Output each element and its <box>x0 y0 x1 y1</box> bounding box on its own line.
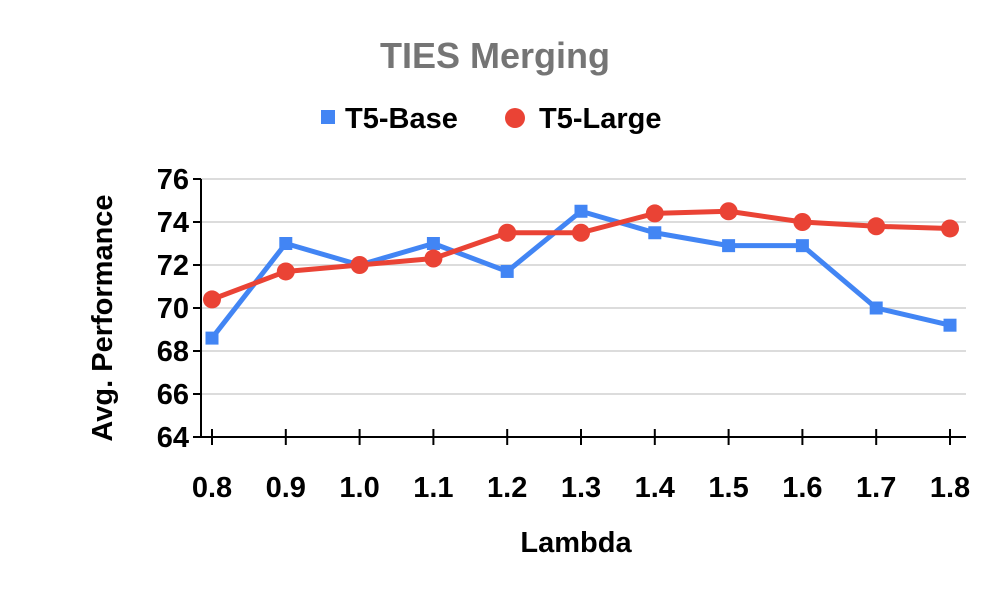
data-point <box>574 204 588 218</box>
data-point <box>205 331 219 345</box>
legend-label-t5-base: T5-Base <box>345 103 458 135</box>
series-layer <box>203 202 959 345</box>
data-point <box>350 256 369 274</box>
data-point <box>498 223 517 242</box>
y-tick-label: 64 <box>157 422 189 454</box>
gridlines <box>201 178 966 395</box>
legend-marker-t5-large <box>505 108 525 128</box>
legend-label-t5-large: T5-Large <box>539 103 661 135</box>
data-point <box>645 204 664 223</box>
x-tick-label: 1.1 <box>413 472 453 504</box>
x-axis-title: Lambda <box>520 527 632 559</box>
data-point <box>203 290 221 309</box>
y-axis-title: Avg. Performance <box>87 194 119 441</box>
data-point <box>500 264 514 278</box>
y-axis-ticks: 64 66 68 70 72 74 76 <box>157 164 201 454</box>
data-point <box>279 237 293 250</box>
x-tick-label: 1.0 <box>339 472 379 504</box>
y-tick-label: 70 <box>157 293 189 325</box>
data-point <box>869 301 883 315</box>
x-axis-ticks: 0.8 0.9 1.0 1.1 1.2 1.3 1.4 1.5 1.6 1.7 1.8 <box>192 429 970 504</box>
y-tick-label: 68 <box>157 336 189 368</box>
x-tick-label: 0.9 <box>266 472 306 504</box>
x-tick-label: 1.5 <box>708 472 748 504</box>
chart-title: TIES Merging <box>380 35 610 76</box>
data-point <box>648 226 662 240</box>
data-point <box>793 213 812 231</box>
data-point <box>426 237 440 250</box>
data-point <box>867 217 886 236</box>
data-point <box>943 318 957 332</box>
data-point <box>276 262 295 281</box>
y-tick-label: 72 <box>157 250 189 282</box>
y-tick-label: 66 <box>157 379 189 411</box>
data-point <box>424 249 443 268</box>
legend-marker-t5-base <box>321 110 335 124</box>
x-tick-label: 1.6 <box>782 472 822 504</box>
x-tick-label: 1.4 <box>635 472 675 504</box>
data-point <box>722 239 736 253</box>
y-tick-label: 76 <box>157 164 189 196</box>
x-tick-label: 1.2 <box>487 472 527 504</box>
legend: T5-Base T5-Large <box>321 103 661 135</box>
x-tick-label: 1.7 <box>856 472 896 504</box>
x-tick-label: 0.8 <box>192 472 232 504</box>
x-tick-label: 1.3 <box>561 472 601 504</box>
x-tick-label: 1.8 <box>930 472 970 504</box>
y-tick-label: 74 <box>157 207 189 239</box>
data-point <box>719 202 738 221</box>
series-t5-large <box>203 202 959 309</box>
data-point <box>572 223 590 242</box>
data-point <box>795 239 809 253</box>
data-point <box>941 219 959 238</box>
